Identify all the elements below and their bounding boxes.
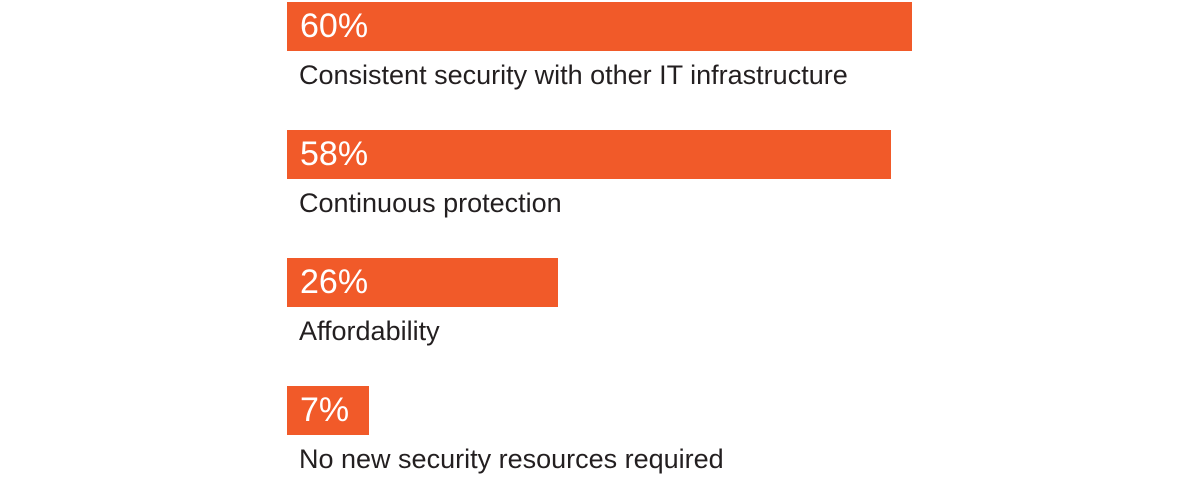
category-label-no-new-resources: No new security resources required: [299, 444, 724, 474]
category-label-continuous-protection: Continuous protection: [299, 188, 562, 218]
bar-continuous-protection: 58%: [287, 130, 891, 179]
bar-value-label: 7%: [300, 391, 350, 429]
category-label-affordability: Affordability: [299, 316, 440, 346]
category-label-consistent-security: Consistent security with other IT infras…: [299, 60, 848, 90]
bar-value-label: 26%: [300, 263, 369, 301]
bar-value-label: 58%: [300, 135, 369, 173]
bar-no-new-resources: 7%: [287, 386, 369, 435]
bar-consistent-security: 60%: [287, 2, 912, 51]
bar-value-label: 60%: [300, 7, 369, 45]
bar-affordability: 26%: [287, 258, 558, 307]
